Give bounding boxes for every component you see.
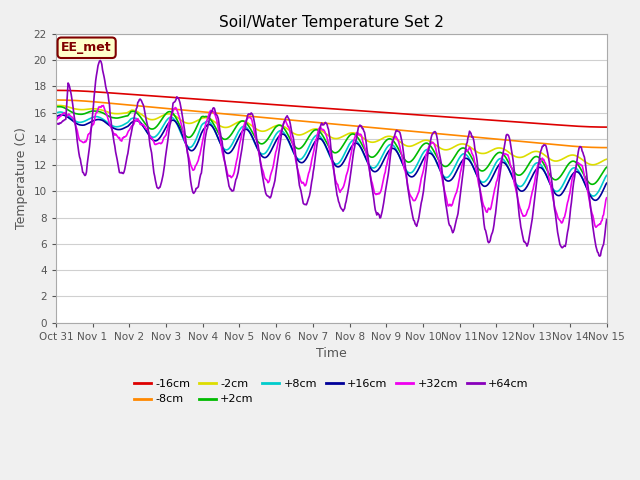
-16cm [118,91,126,96]
+64cm [399,145,406,151]
+2cm [52,104,60,109]
+32cm [62,111,70,117]
Line: +64cm: +64cm [56,60,607,256]
+2cm [204,114,212,120]
-16cm [398,111,406,117]
+64cm [97,58,104,63]
+64cm [62,117,70,122]
-8cm [603,145,611,151]
Line: -8cm: -8cm [56,100,607,148]
+8cm [120,122,127,128]
X-axis label: Time: Time [316,347,347,360]
Line: +2cm: +2cm [56,107,607,184]
+8cm [56,109,64,115]
-2cm [175,116,183,121]
+16cm [415,165,423,171]
-16cm [204,97,211,103]
+16cm [63,114,70,120]
+16cm [204,121,212,127]
+8cm [603,173,611,179]
-8cm [175,107,182,112]
-2cm [589,162,596,168]
-2cm [120,110,127,116]
+8cm [590,193,598,199]
+32cm [415,189,423,194]
+32cm [603,195,611,201]
+64cm [603,216,611,222]
+2cm [588,181,596,187]
-2cm [204,115,212,121]
+8cm [175,126,183,132]
+2cm [175,121,183,127]
+2cm [54,104,62,109]
+8cm [52,110,60,116]
-8cm [118,101,126,107]
+16cm [175,125,183,131]
Line: +32cm: +32cm [56,106,607,228]
+8cm [399,161,406,167]
+64cm [175,97,183,103]
+32cm [204,113,212,119]
Line: +16cm: +16cm [56,115,607,200]
+8cm [204,119,212,124]
+32cm [592,225,600,230]
+16cm [591,197,599,203]
+64cm [415,215,423,220]
+32cm [52,120,60,125]
-8cm [204,109,211,115]
-8cm [52,97,60,103]
-16cm [52,87,60,93]
+32cm [120,135,127,141]
Y-axis label: Temperature (C): Temperature (C) [15,127,28,229]
+8cm [63,112,70,118]
+32cm [175,113,183,119]
+16cm [120,126,127,132]
+2cm [63,106,70,112]
Legend: -16cm, -8cm, -2cm, +2cm, +8cm, +16cm, +32cm, +64cm: -16cm, -8cm, -2cm, +2cm, +8cm, +16cm, +3… [129,374,533,409]
-16cm [62,87,70,93]
-2cm [399,141,406,147]
+32cm [99,103,107,108]
-8cm [62,97,70,103]
+64cm [596,253,604,259]
-2cm [63,104,70,109]
Line: -16cm: -16cm [56,90,607,127]
Text: EE_met: EE_met [61,41,112,54]
+32cm [399,159,406,165]
-16cm [414,112,422,118]
+2cm [399,154,406,160]
-8cm [398,128,406,133]
+64cm [120,170,127,176]
+16cm [58,112,66,118]
-8cm [414,129,422,135]
-16cm [603,124,611,130]
+8cm [415,158,423,164]
+2cm [415,147,423,153]
Line: -2cm: -2cm [56,106,607,165]
+16cm [603,180,611,186]
+64cm [52,122,60,128]
+2cm [603,164,611,170]
Line: +8cm: +8cm [56,112,607,196]
+2cm [120,114,127,120]
+16cm [52,114,60,120]
+16cm [399,161,406,167]
-2cm [415,140,423,145]
-2cm [55,103,63,108]
Title: Soil/Water Temperature Set 2: Soil/Water Temperature Set 2 [219,15,444,30]
-16cm [175,95,182,101]
-2cm [52,103,60,108]
+64cm [204,121,212,127]
-2cm [603,156,611,162]
